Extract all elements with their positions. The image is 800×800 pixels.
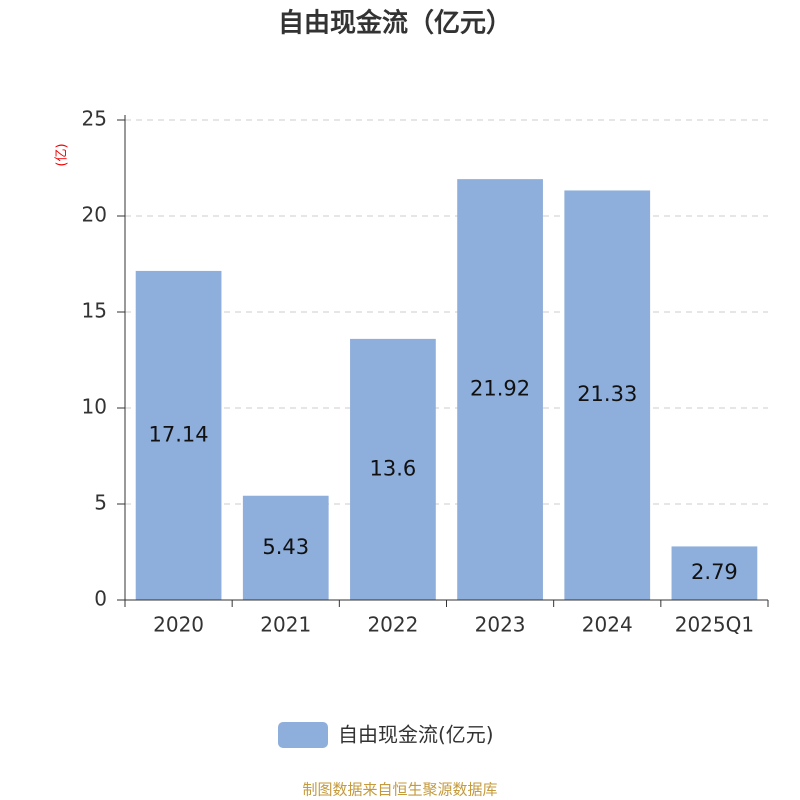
legend-swatch [278,722,328,748]
value-label: 21.92 [470,377,530,401]
bar [350,338,436,600]
y-tick-label: 15 [82,299,107,323]
legend-label: 自由现金流(亿元) [338,723,494,747]
y-tick-label: 10 [82,395,107,419]
value-label: 13.6 [370,456,417,480]
x-tick-label: 2024 [582,613,633,637]
y-tick-label: 20 [82,203,107,227]
value-label: 21.33 [577,382,637,406]
bar [135,270,222,600]
chart-title: 自由现金流（亿元） [278,8,512,39]
bar [457,179,543,601]
x-tick-label: 2023 [475,613,526,637]
value-label: 17.14 [149,422,209,446]
bar [671,546,758,600]
x-tick-label: 2022 [367,613,418,637]
y-tick-label: 5 [94,491,107,515]
x-tick-label: 2020 [153,613,204,637]
value-label: 5.43 [262,535,309,559]
y-unit: (亿) [55,143,70,166]
y-tick-label: 0 [94,587,107,611]
bar [564,190,651,601]
value-label: 2.79 [691,560,738,584]
y-tick-label: 25 [82,107,107,131]
x-tick-label: 2025Q1 [675,613,754,637]
x-tick-label: 2021 [260,613,311,637]
source-note: 制图数据来自恒生聚源数据库 [302,781,497,799]
bar [242,495,329,600]
